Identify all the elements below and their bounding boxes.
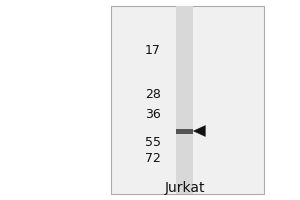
Bar <box>176 6 193 194</box>
Polygon shape <box>194 126 205 137</box>
Text: 17: 17 <box>145 44 160 56</box>
Bar <box>176 129 193 134</box>
Text: Jurkat: Jurkat <box>164 181 205 195</box>
Text: 36: 36 <box>145 108 161 120</box>
Text: 28: 28 <box>145 88 160 102</box>
Bar <box>111 6 264 194</box>
Text: 72: 72 <box>145 152 160 164</box>
Text: 55: 55 <box>145 137 160 150</box>
